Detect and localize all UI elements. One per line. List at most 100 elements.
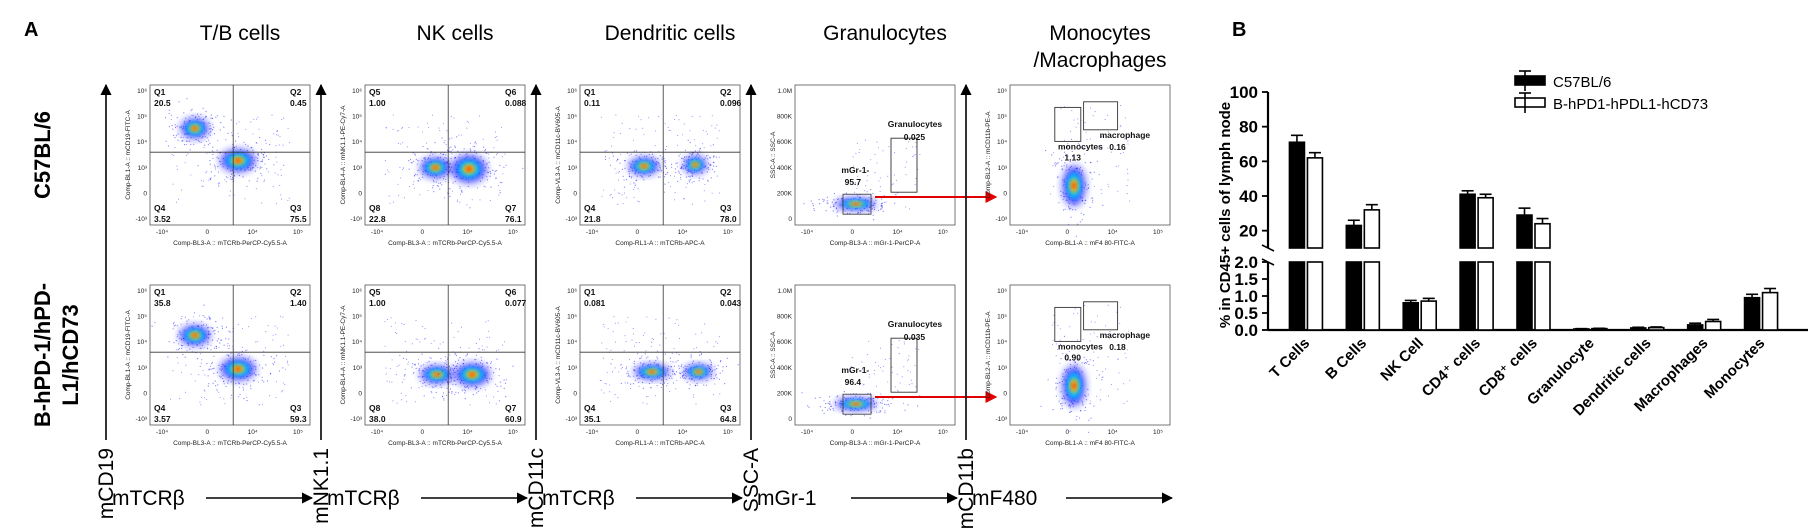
y-tick-label: -10³ [135,216,147,223]
y-tick-label: 0 [788,416,792,423]
axis-break-mark [1261,244,1275,252]
x-tick-label: 0 [206,429,210,436]
y-tick-label: 10⁴ [567,339,577,346]
gate-value: 95.7 [845,177,862,187]
bar-lower-segment [1477,261,1494,331]
y-tick-label: 10⁴ [352,139,362,146]
quadrant-name: Q2 [290,87,302,97]
column-title: /Macrophages [1033,49,1166,72]
x-tick-label: B Cells [1322,335,1370,383]
quadrant-name: Q5 [369,87,381,97]
monocyte-gate [1054,306,1082,342]
y-tick-label: 10³ [568,165,578,172]
quadrant-value: 0.11 [584,98,600,108]
flow-plot-frame [149,284,311,426]
y-tick-label: 400K [777,165,793,172]
quadrant-name: Q1 [584,87,596,97]
mgr1-negative-gate [842,193,872,215]
quadrant-name: Q3 [290,403,302,413]
bar [1402,301,1420,331]
flow-x-axis-title: Comp-BL3-A :: mTCRb-PerCP-Cy5.5-A [388,240,502,247]
bar-lower-segment [1288,261,1306,331]
y-tick-label: 0.0 [1234,321,1258,340]
y-tick-label: 10⁵ [137,114,147,121]
y-tick-label: 0 [788,216,792,223]
x-axis-label: mTCRβ [542,487,615,510]
y-axis-label: mCD11c [525,448,548,528]
quadrant-value: 38.0 [369,414,386,424]
gate-name: mGr-1- [841,365,869,375]
quadrant-value: 0.088 [505,98,527,108]
y-tick-label: 10⁴ [352,339,362,346]
bar-lower-segment [1459,261,1476,331]
panel-a-flow-cytometry: A T/B cells NK cells Dendritic cells Granul… [24,19,1174,529]
y-tick-label: 60 [1239,152,1258,171]
flow-plot-frame [579,284,741,426]
y-tick-label: 10⁶ [997,88,1007,95]
y-tick-label: 800K [777,314,793,321]
column-title: Monocytes [1049,22,1151,45]
bar-lower-segment [1516,261,1533,331]
y-tick-label: 0 [143,190,147,197]
bar [1647,326,1665,331]
x-tick-label: 0 [851,429,855,436]
x-tick-label: 10⁴ [893,429,903,436]
quadrant-value: 0.081 [584,298,606,308]
y-tick-label: 1.0M [778,88,792,95]
quadrant-name: Q5 [369,287,381,297]
x-tick-label: 0 [421,229,425,236]
y-tick-label: 10⁵ [137,314,147,321]
y-tick-label: 600K [777,339,793,346]
legend-swatch [1514,75,1546,86]
y-tick-label: 20 [1239,222,1258,241]
y-tick-label: 0 [1003,390,1007,397]
bar [1629,327,1647,331]
quadrant-value: 1.40 [290,298,307,308]
y-axis-label: SSC-A [740,448,763,512]
x-tick-label: -10⁴ [156,429,168,436]
quadrant-name: Q7 [505,203,517,213]
quadrant-name: Q4 [584,403,596,413]
y-tick-label: 1.0 [1234,287,1258,306]
x-tick-label: T Cells [1266,335,1313,382]
quadrant-name: Q8 [369,203,381,213]
x-tick-label: 10⁵ [723,429,733,436]
column-title: NK cells [416,22,493,45]
flow-plot: -10⁴ 0 10⁴ 10⁵ -10³ 0 10³ 10⁴ 10⁵ 10⁶ Comp-BL1-A :… [985,284,1171,447]
flow-x-axis-title: Comp-BL3-A :: mTCRb-PerCP-Cy5.5-A [173,240,287,247]
x-tick-label: CD4⁺ cells [1419,335,1484,400]
macrophage-gate [1083,301,1119,331]
x-tick-label: 0 [636,429,640,436]
quadrant-value: 76.1 [505,214,522,224]
flow-plot-frame [1009,84,1171,226]
quadrant-value: 3.52 [154,214,171,224]
gate-value: 0.16 [1109,142,1126,152]
macrophage-gate [1083,101,1119,131]
bar-lower-segment [1306,261,1324,331]
y-tick-label: 80 [1239,118,1258,137]
y-tick-label: 40 [1239,187,1258,206]
y-tick-label: 10⁴ [137,339,147,346]
quadrant-value: 1.00 [369,298,386,308]
y-tick-label: 10⁴ [567,139,577,146]
x-tick-label: -10⁴ [371,229,383,236]
panel-a-label: A [24,19,38,41]
quadrant-name: Q1 [154,87,166,97]
column-title: Dendritic cells [605,22,736,45]
flow-plot: -10⁴ 0 10⁴ 10⁵ -10³ 0 10³ 10⁴ 10⁵ 10⁶ Comp-BL3-A :… [340,284,527,447]
x-tick-label: 10⁵ [723,229,733,236]
y-tick-label: 10³ [998,165,1008,172]
x-tick-label: 10⁴ [893,229,903,236]
flow-y-axis-title: Comp-BL2-A :: mCD11b-PE-A [985,111,992,199]
x-tick-label: 10⁵ [1153,229,1163,236]
y-tick-label: 10⁴ [997,139,1007,146]
y-tick-label: -10³ [350,216,362,223]
legend-swatch [1514,97,1546,108]
x-tick-label: 0 [1066,429,1070,436]
y-tick-label: 0 [1003,190,1007,197]
flow-x-axis-title: Comp-RL1-A :: mTCRb-APC-A [615,240,705,247]
x-tick-label: -10⁴ [1016,229,1028,236]
row-label: L1/hCD73 [58,304,83,405]
quadrant-name: Q6 [505,87,517,97]
